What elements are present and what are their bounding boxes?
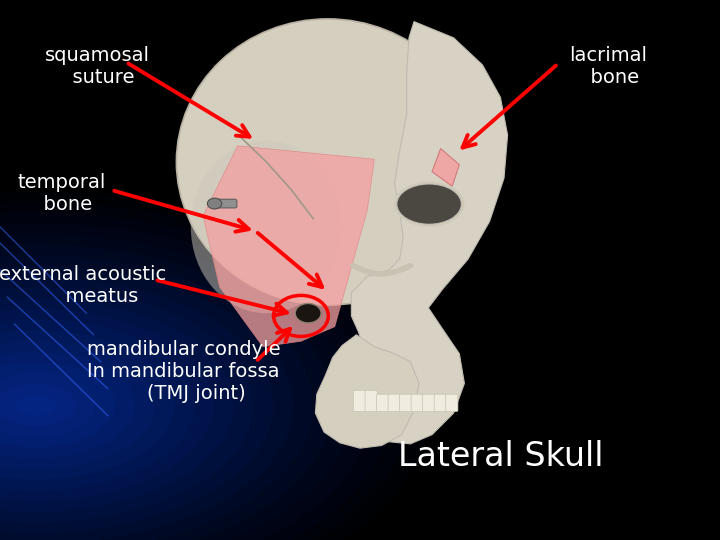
FancyBboxPatch shape: [354, 390, 366, 411]
FancyBboxPatch shape: [434, 394, 446, 411]
FancyBboxPatch shape: [423, 394, 435, 411]
Text: external acoustic
      meatus: external acoustic meatus: [0, 265, 166, 306]
Circle shape: [295, 303, 321, 323]
Ellipse shape: [0, 341, 155, 469]
Ellipse shape: [0, 287, 253, 523]
Ellipse shape: [0, 373, 95, 437]
Ellipse shape: [0, 362, 115, 448]
Text: mandibular condyle
In mandibular fossa
    (TMJ joint): mandibular condyle In mandibular fossa (…: [87, 340, 280, 403]
Polygon shape: [315, 335, 419, 448]
FancyBboxPatch shape: [400, 394, 412, 411]
Ellipse shape: [397, 184, 462, 225]
FancyBboxPatch shape: [377, 394, 389, 411]
FancyBboxPatch shape: [446, 394, 458, 411]
Ellipse shape: [191, 140, 342, 313]
Ellipse shape: [0, 330, 174, 480]
Ellipse shape: [0, 309, 215, 501]
Ellipse shape: [17, 394, 56, 416]
FancyBboxPatch shape: [212, 199, 237, 208]
Text: lacrimal
  bone: lacrimal bone: [570, 46, 647, 87]
Polygon shape: [203, 146, 374, 347]
Text: Lateral Skull: Lateral Skull: [397, 440, 603, 473]
FancyBboxPatch shape: [411, 394, 423, 411]
Circle shape: [207, 198, 222, 209]
Ellipse shape: [0, 320, 194, 490]
Text: squamosal
  suture: squamosal suture: [45, 46, 150, 87]
Ellipse shape: [0, 298, 234, 512]
Ellipse shape: [0, 383, 76, 427]
Polygon shape: [432, 148, 459, 186]
FancyBboxPatch shape: [365, 390, 377, 411]
Ellipse shape: [176, 19, 479, 305]
Polygon shape: [351, 22, 508, 444]
Ellipse shape: [0, 352, 135, 458]
FancyBboxPatch shape: [388, 394, 400, 411]
Text: temporal
  bone: temporal bone: [17, 173, 105, 214]
